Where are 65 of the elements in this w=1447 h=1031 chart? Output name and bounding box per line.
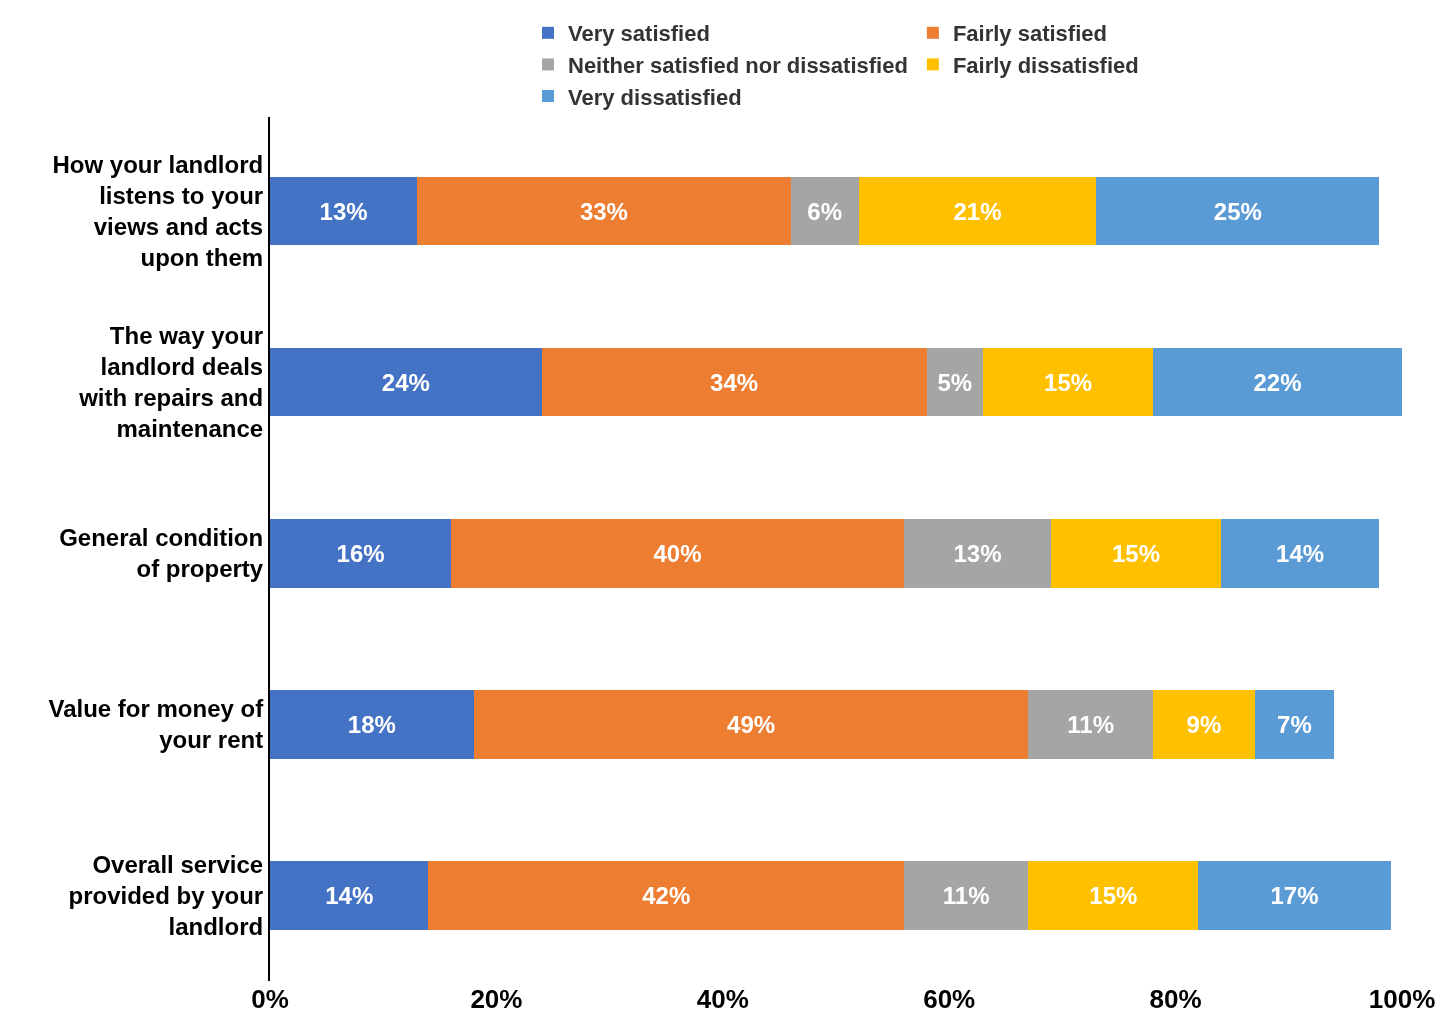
data-label: 15%: [1089, 881, 1138, 909]
y-tick-label: Overall service provided by your landlord: [68, 850, 264, 941]
bar: [417, 176, 791, 246]
data-label: 16%: [336, 539, 385, 567]
data-label: 24%: [381, 368, 430, 396]
x-tick-label: 20%: [470, 984, 523, 1014]
legend-label: Very dissatisfied: [568, 84, 742, 110]
bar: [1220, 519, 1380, 588]
x-tick-label: 60%: [923, 984, 976, 1014]
data-label: 6%: [807, 197, 843, 225]
data-label: 42%: [642, 881, 691, 909]
data-label: 18%: [347, 710, 396, 738]
x-tick-label: 40%: [696, 984, 749, 1014]
x-tick-label: 100%: [1368, 984, 1436, 1014]
data-label: 11%: [1067, 710, 1115, 738]
data-label: 33%: [579, 197, 628, 225]
bar: [270, 519, 452, 588]
bar: [541, 347, 927, 417]
data-label: 15%: [1111, 539, 1160, 567]
bar: [1051, 519, 1221, 588]
y-tick-label: How your landlord listens to your views and acts upon them: [52, 150, 264, 272]
bar: [270, 861, 429, 930]
legend-label: Fairly dissatisfied: [952, 52, 1139, 78]
data-label: 11%: [942, 881, 990, 909]
data-label: 17%: [1270, 881, 1319, 909]
y-tick-label: General condition of property: [59, 524, 264, 583]
x-tick-label: 0%: [251, 984, 289, 1014]
bar: [270, 176, 418, 246]
bar: [858, 176, 1097, 246]
legend-label: Neither satisfied nor dissatisfied: [568, 52, 908, 78]
data-label: 25%: [1213, 197, 1262, 225]
data-label: 7%: [1277, 710, 1312, 738]
bar: [428, 861, 904, 930]
bar: [1028, 690, 1153, 759]
data-label: 14%: [325, 881, 374, 909]
x-tick-label: 80%: [1149, 984, 1202, 1014]
bar: [1152, 347, 1402, 417]
data-label: 14%: [1276, 539, 1325, 567]
bar: [1198, 861, 1391, 930]
data-label: 34%: [710, 368, 759, 396]
bar: [1254, 690, 1335, 759]
data-label: 21%: [953, 197, 1002, 225]
data-label: 49%: [727, 710, 776, 738]
data-label: 13%: [319, 197, 368, 225]
bar: [270, 690, 474, 759]
legend-label: Very satisfied: [568, 21, 710, 47]
bar: [473, 690, 1029, 759]
bar: [983, 347, 1153, 417]
data-label: 40%: [653, 539, 702, 567]
data-label: 9%: [1186, 710, 1222, 738]
data-label: 13%: [953, 539, 1002, 567]
data-label: 5%: [937, 368, 973, 396]
bar: [1096, 176, 1380, 246]
data-label: 15%: [1044, 368, 1093, 396]
bar: [1028, 861, 1199, 930]
legend-label: Fairly satisfied: [952, 21, 1107, 47]
data-label: 22%: [1253, 368, 1302, 396]
bar: [903, 519, 1052, 588]
bar: [903, 861, 1029, 930]
bar: [270, 347, 542, 417]
y-tick-label: The way your landlord deals with repairs and maintenance: [78, 321, 264, 443]
bar: [1152, 690, 1255, 759]
bar: [790, 176, 859, 246]
bar: [451, 519, 904, 588]
y-tick-label: Value for money of your rent: [48, 695, 265, 754]
